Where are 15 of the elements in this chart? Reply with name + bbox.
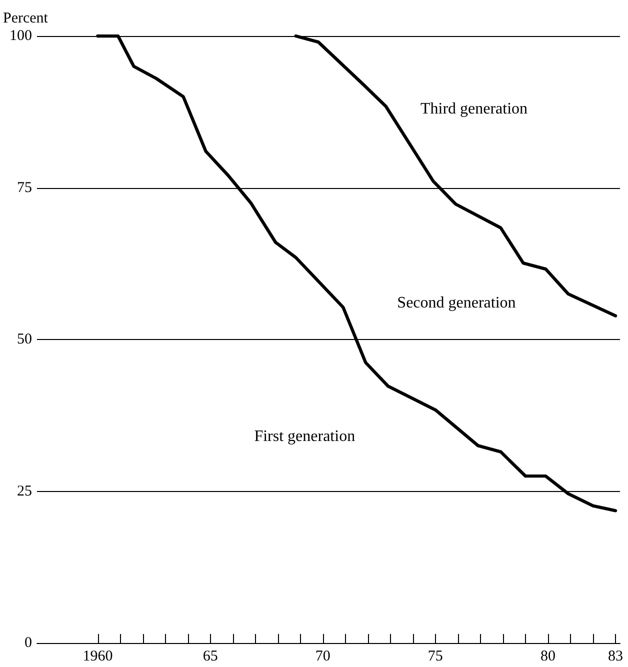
y-tick-label: 50 [17,332,32,348]
y-tick-label: 0 [24,635,32,651]
annotation: Third generation [420,100,528,118]
x-tick-label: 83 [608,648,623,664]
y-tick-label: 25 [17,483,32,500]
x-tick-label: 80 [540,648,556,664]
y-axis-title: Percent [3,10,49,26]
annotation: First generation [254,428,356,446]
x-tick-label: 70 [315,648,330,664]
annotation: Second generation [397,294,516,312]
y-tick-label: 100 [10,28,32,44]
x-tick-label: 1960 [82,648,113,664]
x-tick-label: 75 [428,648,443,664]
x-tick-label: 65 [202,648,218,664]
y-tick-label: 75 [17,180,32,196]
